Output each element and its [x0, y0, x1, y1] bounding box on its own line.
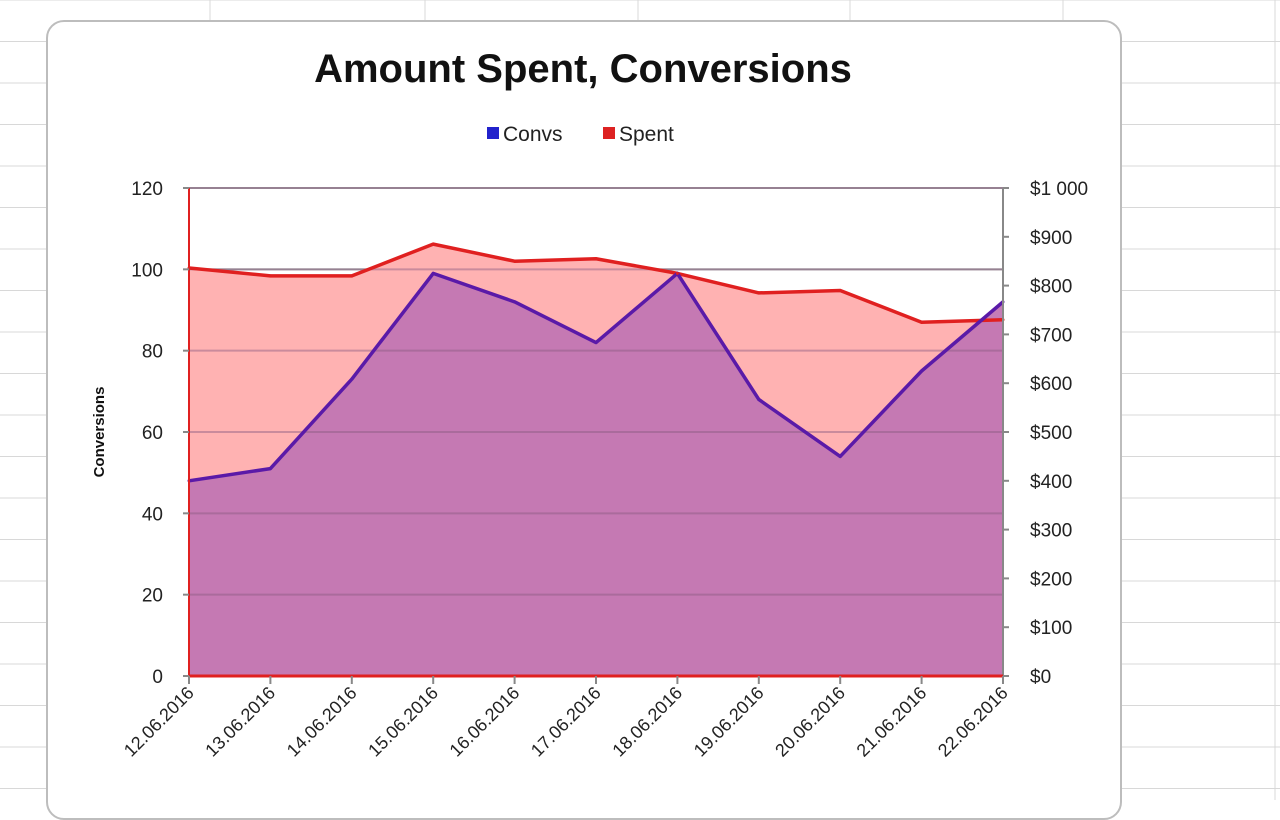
- spent-point: [431, 242, 435, 246]
- convs-point: [268, 467, 272, 471]
- legend: Convs Spent: [487, 123, 674, 146]
- left-tick-label: 40: [142, 504, 163, 525]
- left-tick-label: 0: [152, 667, 163, 688]
- x-tick-label: 13.06.2016: [201, 683, 279, 761]
- spent-point: [920, 320, 924, 324]
- left-tick-label: 120: [131, 179, 163, 200]
- left-tick-label: 20: [142, 586, 163, 607]
- chart-area: Amount Spent, Conversions Convs Spent Co…: [91, 47, 1088, 761]
- right-tick-label: $500: [1030, 423, 1072, 444]
- x-tick-label: 15.06.2016: [364, 683, 442, 761]
- spent-point: [594, 257, 598, 261]
- legend-spent-label: Spent: [619, 123, 674, 146]
- x-tick-label: 12.06.2016: [120, 683, 198, 761]
- x-tick-label: 22.06.2016: [934, 683, 1012, 761]
- spent-point: [675, 271, 679, 275]
- x-tick-label: 21.06.2016: [853, 683, 931, 761]
- convs-point: [838, 454, 842, 458]
- convs-point: [757, 397, 761, 401]
- convs-point: [920, 369, 924, 373]
- right-tick-label: $300: [1030, 521, 1072, 542]
- x-tick-label: 17.06.2016: [527, 683, 605, 761]
- convs-point: [350, 377, 354, 381]
- chart-title: Amount Spent, Conversions: [314, 47, 852, 91]
- right-tick-label: $200: [1030, 569, 1072, 590]
- x-tick-label: 20.06.2016: [771, 683, 849, 761]
- legend-convs-swatch: [487, 127, 499, 139]
- spent-point: [757, 291, 761, 295]
- x-tick-label: 18.06.2016: [608, 683, 686, 761]
- convs-point: [594, 341, 598, 345]
- right-tick-label: $800: [1030, 277, 1072, 298]
- right-tick-label: $700: [1030, 325, 1072, 346]
- convs-point: [513, 300, 517, 304]
- plot-area: 0 20 40 60 80 100 120 $0 $100 $200 $300 $400 $500 $60…: [120, 179, 1088, 761]
- right-tick-label: $900: [1030, 228, 1072, 249]
- left-tick-label: 80: [142, 342, 163, 363]
- x-tick-label: 19.06.2016: [690, 683, 768, 761]
- right-tick-label: $400: [1030, 472, 1072, 493]
- x-tick-label: 16.06.2016: [446, 683, 524, 761]
- right-tick-label: $100: [1030, 618, 1072, 639]
- right-tick-label: $1 000: [1030, 179, 1088, 200]
- convs-area: [189, 273, 1003, 676]
- spent-point: [268, 274, 272, 278]
- left-tick-label: 60: [142, 423, 163, 444]
- spent-point: [838, 288, 842, 292]
- y-axis-label: Conversions: [91, 387, 108, 478]
- right-tick-label: $600: [1030, 374, 1072, 395]
- x-tick-label: 14.06.2016: [283, 683, 361, 761]
- spent-point: [350, 274, 354, 278]
- legend-convs-label: Convs: [503, 123, 563, 146]
- spent-point: [513, 259, 517, 263]
- legend-spent-swatch: [603, 127, 615, 139]
- right-tick-label: $0: [1030, 667, 1051, 688]
- left-tick-label: 100: [131, 260, 163, 281]
- convs-point: [431, 271, 435, 275]
